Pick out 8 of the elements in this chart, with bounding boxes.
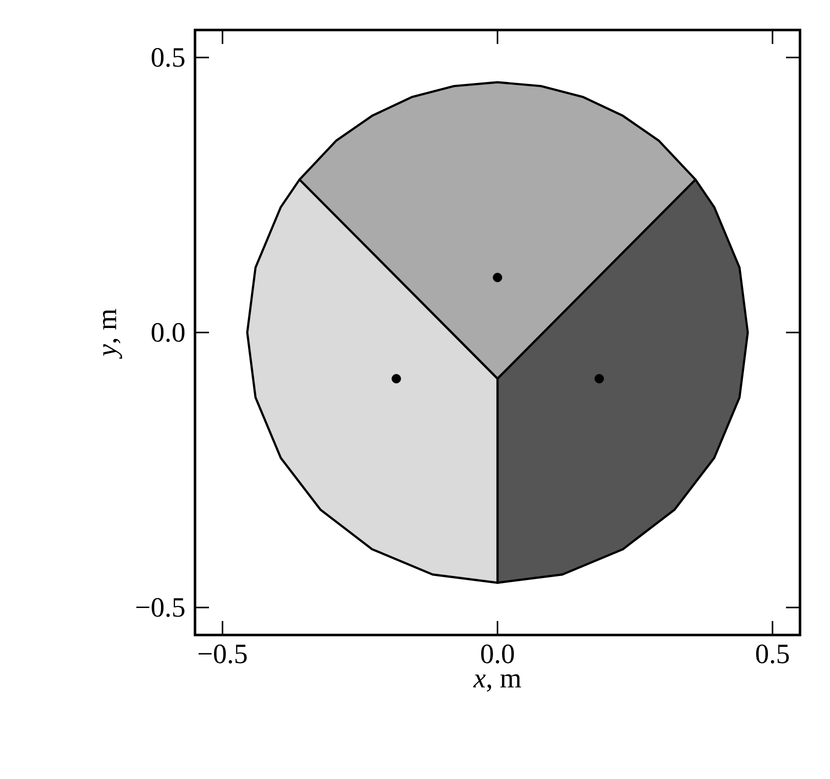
y-tick-label: 0.0	[152, 323, 184, 342]
x-axis-title: x, m	[473, 674, 522, 692]
x-tick-label: 0.5	[756, 644, 789, 664]
y-axis-title: y, m	[102, 308, 122, 359]
y-tick-label: −0.5	[136, 598, 184, 617]
x-tick-label: 0.0	[481, 644, 514, 664]
x-tick-label: −0.5	[198, 644, 247, 664]
y-tick-label: 0.5	[152, 48, 184, 67]
